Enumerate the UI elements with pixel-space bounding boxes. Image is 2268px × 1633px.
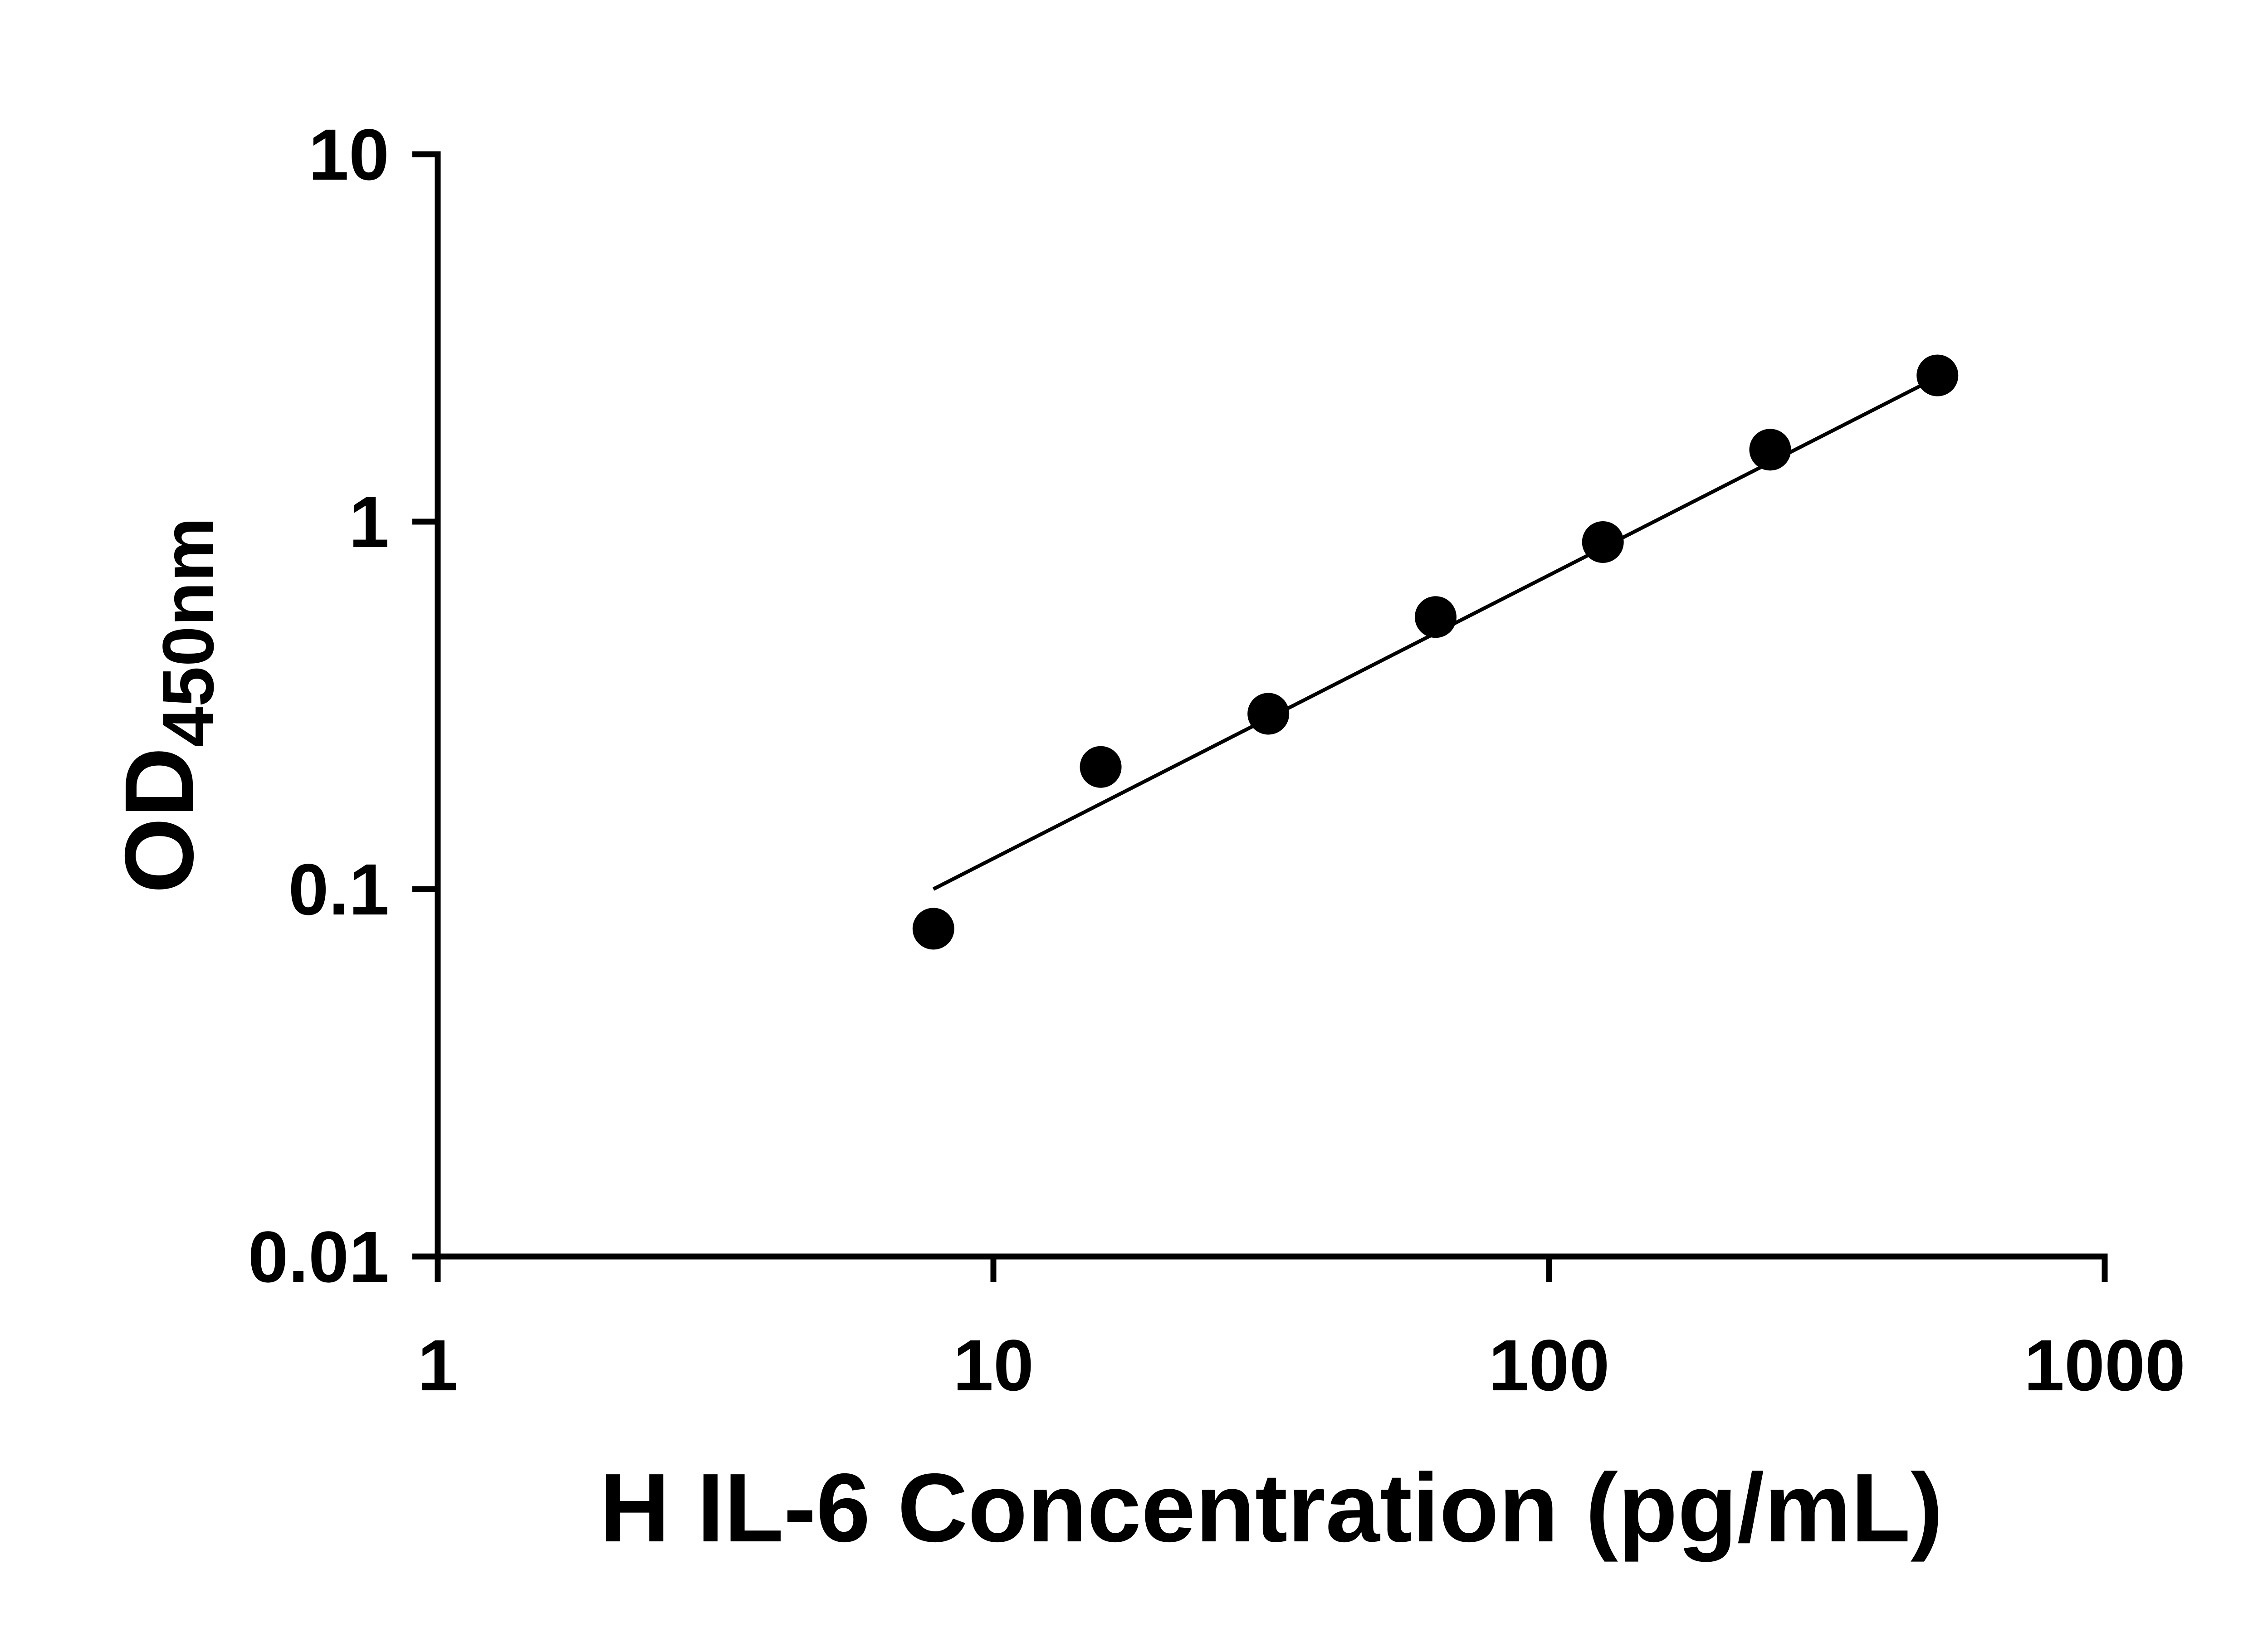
y-axis-tick-label: 0.01 — [248, 1216, 389, 1297]
data-point — [912, 908, 954, 950]
y-axis-tick-label: 0.1 — [288, 849, 389, 930]
data-point — [1247, 693, 1290, 735]
x-axis-tick-label: 100 — [1489, 1325, 1610, 1406]
data-point — [1916, 354, 1959, 396]
data-point — [1749, 429, 1791, 471]
x-axis-tick-label: 1000 — [2024, 1325, 2185, 1406]
x-axis-tick-label: 1 — [418, 1325, 458, 1406]
data-point — [1414, 596, 1457, 638]
y-axis-tick-label: 10 — [308, 114, 389, 195]
y-axis-title-subscript: 450nm — [147, 517, 229, 747]
y-axis-tick-label: 1 — [349, 481, 389, 562]
y-axis-title-main: OD — [104, 747, 214, 894]
x-axis-tick-label: 10 — [953, 1325, 1034, 1406]
data-point — [1582, 521, 1624, 563]
data-point — [1080, 746, 1122, 788]
y-axis-title: OD450nm — [104, 517, 229, 893]
x-axis-title: H IL-6 Concentration (pg/mL) — [599, 1453, 1943, 1562]
